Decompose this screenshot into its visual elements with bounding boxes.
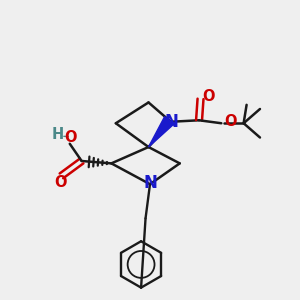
Text: O: O [64, 130, 76, 145]
Text: O: O [202, 89, 215, 104]
Text: N: N [164, 113, 178, 131]
Text: O: O [224, 114, 236, 129]
Polygon shape [148, 117, 174, 147]
Text: O: O [55, 175, 67, 190]
Text: N: N [144, 174, 158, 192]
Text: H: H [52, 127, 64, 142]
